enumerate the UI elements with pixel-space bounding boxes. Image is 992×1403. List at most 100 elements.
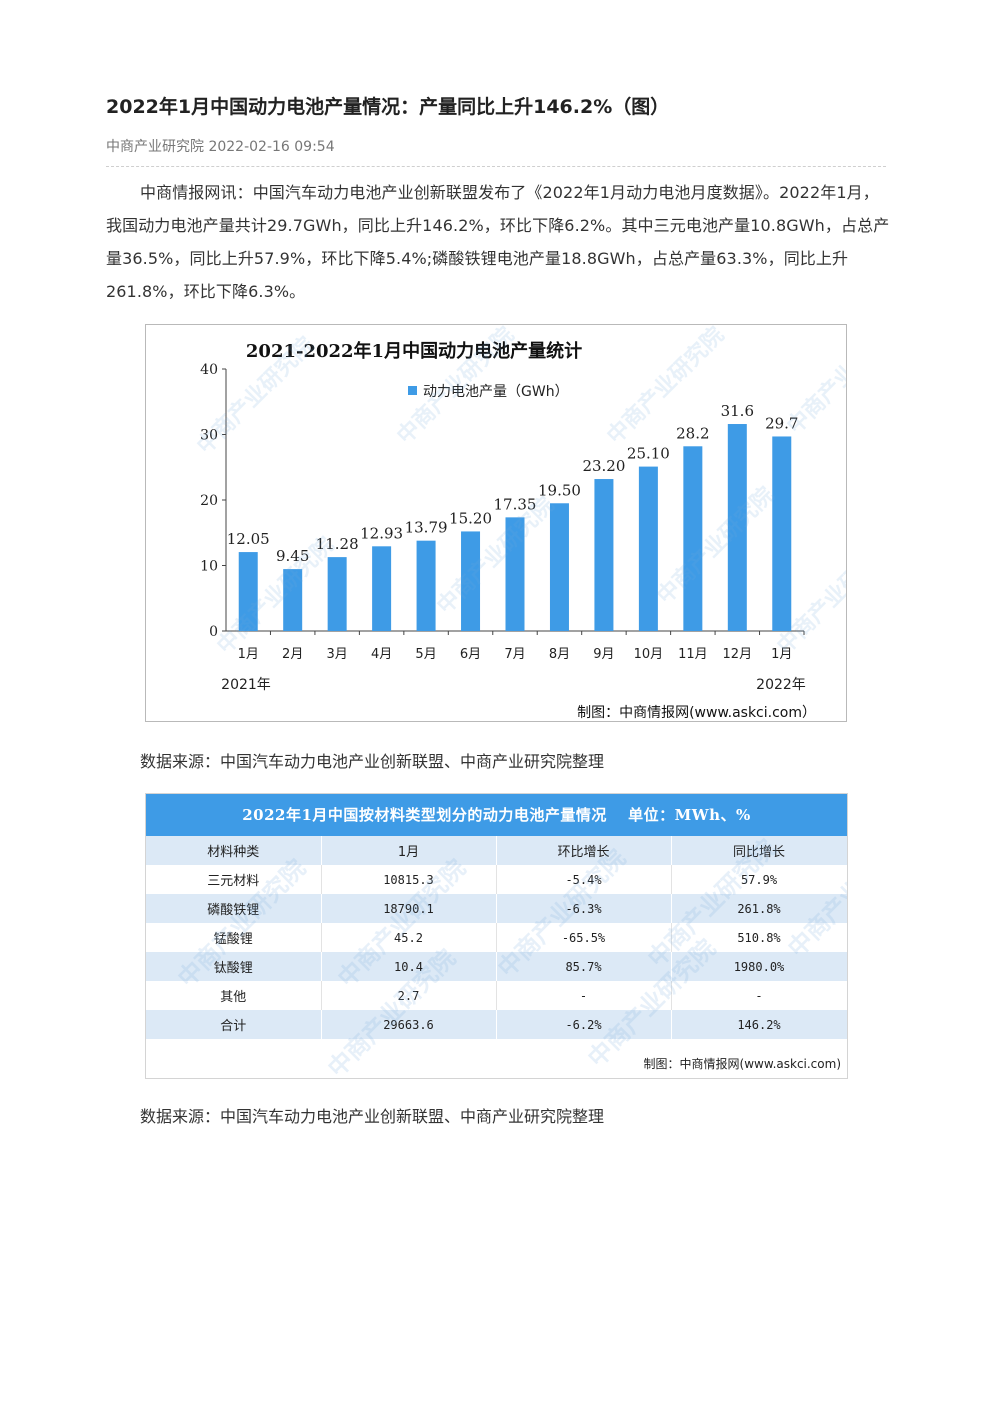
article-source: 中商产业研究院 xyxy=(106,139,204,155)
bar xyxy=(772,436,792,631)
bar xyxy=(283,569,303,631)
table-cell: 10.4 xyxy=(321,952,497,981)
table-cell: 其他 xyxy=(146,981,322,1010)
table-cell: 45.2 xyxy=(321,923,497,952)
bar xyxy=(416,540,436,631)
production-chart: 2021-2022年1月中国动力电池产量统计 动力电池产量（GWh） 0 10 20… xyxy=(192,312,909,721)
article-meta: 中商产业研究院 2022-02-16 09:54 xyxy=(106,136,335,156)
table-cell: - xyxy=(671,981,847,1010)
watermark-text: 中商产业研究院 xyxy=(782,325,846,439)
bar-value-label: 13.79 xyxy=(405,519,448,537)
bar xyxy=(594,479,614,631)
bar-value-label: 19.50 xyxy=(538,481,581,499)
x-category-label: 8月 xyxy=(549,647,570,662)
x-category-label: 11月 xyxy=(678,647,708,662)
bar-value-label: 31.6 xyxy=(721,402,754,420)
table-cell: - xyxy=(496,981,672,1010)
table-cell: 磷酸铁锂 xyxy=(146,894,322,923)
y-tick-label: 40 xyxy=(200,362,218,378)
chart-bars xyxy=(238,424,792,631)
table-cell: 510.8% xyxy=(671,923,847,952)
bar-value-label: 12.05 xyxy=(227,530,270,548)
table-cell: 57.9% xyxy=(671,865,847,894)
table-cell: 18790.1 xyxy=(321,894,497,923)
bar xyxy=(372,546,392,631)
x-category-label: 6月 xyxy=(460,647,481,662)
x-category-label: 4月 xyxy=(371,647,392,662)
table-cell: -5.4% xyxy=(496,865,672,894)
table-header-row: 材料种类 1月 环比增长 同比增长 xyxy=(146,836,847,865)
table-header-cell: 材料种类 xyxy=(146,836,322,865)
table-cell: 85.7% xyxy=(496,952,672,981)
material-table-figure: 2022年1月中国按材料类型划分的动力电池产量情况 单位：MWh、% 材料种类 1… xyxy=(145,793,848,1079)
watermark-text: 中商产业研究院 xyxy=(602,325,729,449)
table-cell: 1980.0% xyxy=(671,952,847,981)
table-title: 2022年1月中国按材料类型划分的动力电池产量情况 单位：MWh、% xyxy=(146,794,847,836)
table-row: 钛酸锂 10.4 85.7% 1980.0% xyxy=(146,952,847,981)
table-credit: 制图：中商情报网(www.askci.com) xyxy=(643,1057,841,1071)
bar xyxy=(549,503,569,631)
bar-value-label: 15.20 xyxy=(449,509,492,527)
data-source-note-2: 数据来源：中国汽车动力电池产业创新联盟、中商产业研究院整理 xyxy=(140,1107,605,1126)
y-tick-label: 30 xyxy=(200,428,218,444)
bar xyxy=(727,424,747,631)
x-category-label: 2月 xyxy=(282,647,303,662)
bar-value-label: 25.10 xyxy=(627,445,670,463)
x-category-label: 1月 xyxy=(238,647,259,662)
chart-category-labels: 1月 2月 3月 4月 5月 6月 7月 8月 9月 10月 11月 12月 1月 xyxy=(238,647,793,662)
table-cell: 10815.3 xyxy=(321,865,497,894)
year-label-2021: 2021年 xyxy=(221,677,271,693)
table-cell: 261.8% xyxy=(671,894,847,923)
table-cell: 钛酸锂 xyxy=(146,952,322,981)
x-category-label: 9月 xyxy=(593,647,614,662)
bar xyxy=(238,552,258,631)
x-category-label: 7月 xyxy=(504,647,525,662)
chart-legend: 动力电池产量（GWh） xyxy=(423,384,569,400)
bar-value-label: 29.7 xyxy=(765,414,798,432)
table-row: 磷酸铁锂 18790.1 -6.3% 261.8% xyxy=(146,894,847,923)
y-tick-label: 10 xyxy=(200,559,218,575)
bar xyxy=(461,531,481,631)
bar-value-label: 23.20 xyxy=(582,457,625,475)
bar xyxy=(505,517,525,631)
table-cell: -6.2% xyxy=(496,1010,672,1039)
production-chart-figure: 2021-2022年1月中国动力电池产量统计 动力电池产量（GWh） 0 10 20… xyxy=(145,312,909,722)
watermark-text: 中商产业研究院 xyxy=(652,482,779,609)
y-tick-label: 0 xyxy=(209,624,218,640)
title-divider xyxy=(106,166,886,167)
x-category-label: 12月 xyxy=(723,647,753,662)
year-label-2022: 2022年 xyxy=(756,677,806,693)
table-cell: 锰酸锂 xyxy=(146,923,322,952)
table-cell: 29663.6 xyxy=(321,1010,497,1039)
bar xyxy=(683,446,703,631)
article-datetime: 2022-02-16 09:54 xyxy=(208,139,335,155)
bar-value-label: 12.93 xyxy=(360,524,403,542)
bar xyxy=(638,466,658,631)
bar-value-label: 11.28 xyxy=(316,535,359,553)
bar-value-label: 28.2 xyxy=(676,424,709,442)
chart-title: 2021-2022年1月中国动力电池产量统计 xyxy=(246,340,582,362)
x-category-label: 5月 xyxy=(415,647,436,662)
y-tick-label: 20 xyxy=(200,493,218,509)
table-row: 锰酸锂 45.2 -65.5% 510.8% xyxy=(146,923,847,952)
x-category-label: 3月 xyxy=(327,647,348,662)
table-header-cell: 同比增长 xyxy=(671,836,847,865)
bar xyxy=(327,557,347,631)
table-cell: 合计 xyxy=(146,1010,322,1039)
data-source-note-1: 数据来源：中国汽车动力电池产业创新联盟、中商产业研究院整理 xyxy=(140,752,605,771)
table-cell: -6.3% xyxy=(496,894,672,923)
chart-axes: 0 10 20 30 40 xyxy=(200,362,805,640)
table-header-cell: 环比增长 xyxy=(496,836,672,865)
article-body: 中商情报网讯：中国汽车动力电池产业创新联盟发布了《2022年1月动力电池月度数据… xyxy=(106,183,890,301)
table-row: 三元材料 10815.3 -5.4% 57.9% xyxy=(146,865,847,894)
chart-credit: 制图：中商情报网(www.askci.com） xyxy=(577,705,816,721)
table-cell: 146.2% xyxy=(671,1010,847,1039)
legend-swatch xyxy=(408,386,417,395)
table-cell: 三元材料 xyxy=(146,865,322,894)
bar-value-label: 9.45 xyxy=(276,547,309,565)
bar-value-label: 17.35 xyxy=(494,495,537,513)
table-header-cell: 1月 xyxy=(321,836,497,865)
table-cell: 2.7 xyxy=(321,981,497,1010)
x-category-label: 1月 xyxy=(771,647,792,662)
